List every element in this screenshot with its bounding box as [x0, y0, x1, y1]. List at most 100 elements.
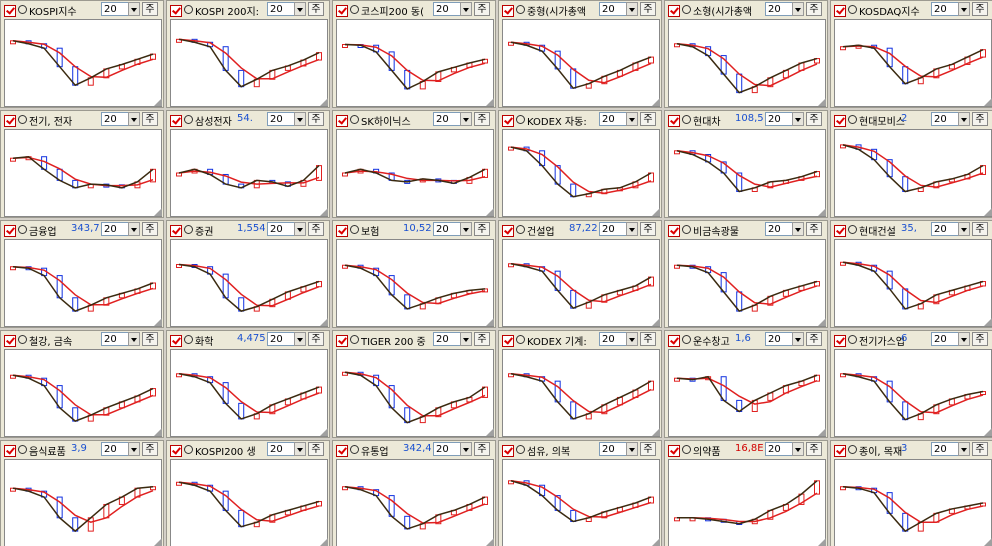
checkbox[interactable]: [668, 335, 680, 347]
checkbox[interactable]: [502, 115, 514, 127]
period-button[interactable]: 주: [806, 442, 822, 456]
dropdown[interactable]: [626, 2, 638, 16]
period-input[interactable]: 20: [765, 2, 793, 16]
period-input[interactable]: 20: [765, 222, 793, 236]
period-button[interactable]: 주: [308, 112, 324, 126]
checkbox[interactable]: [170, 445, 182, 457]
period-button[interactable]: 주: [806, 332, 822, 346]
checkbox[interactable]: [834, 5, 846, 17]
checkbox[interactable]: [668, 225, 680, 237]
search-icon[interactable]: [350, 5, 359, 14]
dropdown[interactable]: [294, 112, 306, 126]
search-icon[interactable]: [184, 335, 193, 344]
checkbox[interactable]: [668, 445, 680, 457]
checkbox[interactable]: [502, 445, 514, 457]
search-icon[interactable]: [848, 5, 857, 14]
checkbox[interactable]: [4, 115, 16, 127]
dropdown[interactable]: [792, 442, 804, 456]
checkbox[interactable]: [336, 445, 348, 457]
dropdown[interactable]: [128, 332, 140, 346]
search-icon[interactable]: [350, 115, 359, 124]
period-input[interactable]: 20: [101, 442, 129, 456]
dropdown[interactable]: [626, 442, 638, 456]
period-button[interactable]: 주: [308, 332, 324, 346]
period-input[interactable]: 20: [433, 442, 461, 456]
checkbox[interactable]: [834, 115, 846, 127]
dropdown[interactable]: [460, 332, 472, 346]
period-input[interactable]: 20: [433, 112, 461, 126]
dropdown[interactable]: [294, 442, 306, 456]
checkbox[interactable]: [502, 335, 514, 347]
dropdown[interactable]: [460, 112, 472, 126]
dropdown[interactable]: [792, 112, 804, 126]
period-input[interactable]: 20: [765, 442, 793, 456]
period-button[interactable]: 주: [474, 442, 490, 456]
dropdown[interactable]: [294, 2, 306, 16]
period-button[interactable]: 주: [142, 442, 158, 456]
period-input[interactable]: 20: [931, 222, 959, 236]
period-input[interactable]: 20: [931, 442, 959, 456]
period-button[interactable]: 주: [972, 442, 988, 456]
search-icon[interactable]: [350, 445, 359, 454]
search-icon[interactable]: [848, 115, 857, 124]
search-icon[interactable]: [184, 115, 193, 124]
checkbox[interactable]: [834, 335, 846, 347]
dropdown[interactable]: [958, 112, 970, 126]
search-icon[interactable]: [18, 115, 27, 124]
period-button[interactable]: 주: [806, 112, 822, 126]
search-icon[interactable]: [516, 225, 525, 234]
search-icon[interactable]: [848, 335, 857, 344]
dropdown[interactable]: [128, 112, 140, 126]
checkbox[interactable]: [4, 445, 16, 457]
search-icon[interactable]: [682, 225, 691, 234]
checkbox[interactable]: [834, 445, 846, 457]
period-input[interactable]: 20: [931, 2, 959, 16]
period-input[interactable]: 20: [267, 2, 295, 16]
search-icon[interactable]: [682, 445, 691, 454]
checkbox[interactable]: [170, 335, 182, 347]
dropdown[interactable]: [128, 2, 140, 16]
period-button[interactable]: 주: [142, 222, 158, 236]
period-button[interactable]: 주: [640, 112, 656, 126]
search-icon[interactable]: [350, 335, 359, 344]
search-icon[interactable]: [184, 5, 193, 14]
period-button[interactable]: 주: [142, 332, 158, 346]
dropdown[interactable]: [294, 332, 306, 346]
period-input[interactable]: 20: [267, 442, 295, 456]
search-icon[interactable]: [18, 225, 27, 234]
period-button[interactable]: 주: [972, 112, 988, 126]
period-input[interactable]: 20: [599, 332, 627, 346]
search-icon[interactable]: [18, 335, 27, 344]
dropdown[interactable]: [958, 442, 970, 456]
period-input[interactable]: 20: [931, 332, 959, 346]
period-input[interactable]: 20: [433, 332, 461, 346]
dropdown[interactable]: [792, 332, 804, 346]
dropdown[interactable]: [626, 222, 638, 236]
period-button[interactable]: 주: [142, 112, 158, 126]
period-button[interactable]: 주: [806, 222, 822, 236]
checkbox[interactable]: [4, 335, 16, 347]
checkbox[interactable]: [668, 115, 680, 127]
search-icon[interactable]: [516, 115, 525, 124]
period-input[interactable]: 20: [599, 442, 627, 456]
dropdown[interactable]: [294, 222, 306, 236]
period-button[interactable]: 주: [142, 2, 158, 16]
dropdown[interactable]: [460, 442, 472, 456]
period-button[interactable]: 주: [474, 2, 490, 16]
period-input[interactable]: 20: [101, 112, 129, 126]
checkbox[interactable]: [170, 225, 182, 237]
checkbox[interactable]: [170, 5, 182, 17]
period-button[interactable]: 주: [640, 222, 656, 236]
dropdown[interactable]: [626, 112, 638, 126]
search-icon[interactable]: [18, 5, 27, 14]
checkbox[interactable]: [336, 115, 348, 127]
period-input[interactable]: 20: [765, 112, 793, 126]
period-button[interactable]: 주: [972, 332, 988, 346]
search-icon[interactable]: [184, 445, 193, 454]
search-icon[interactable]: [682, 335, 691, 344]
period-button[interactable]: 주: [640, 332, 656, 346]
search-icon[interactable]: [516, 335, 525, 344]
period-input[interactable]: 20: [101, 332, 129, 346]
dropdown[interactable]: [128, 222, 140, 236]
dropdown[interactable]: [958, 332, 970, 346]
